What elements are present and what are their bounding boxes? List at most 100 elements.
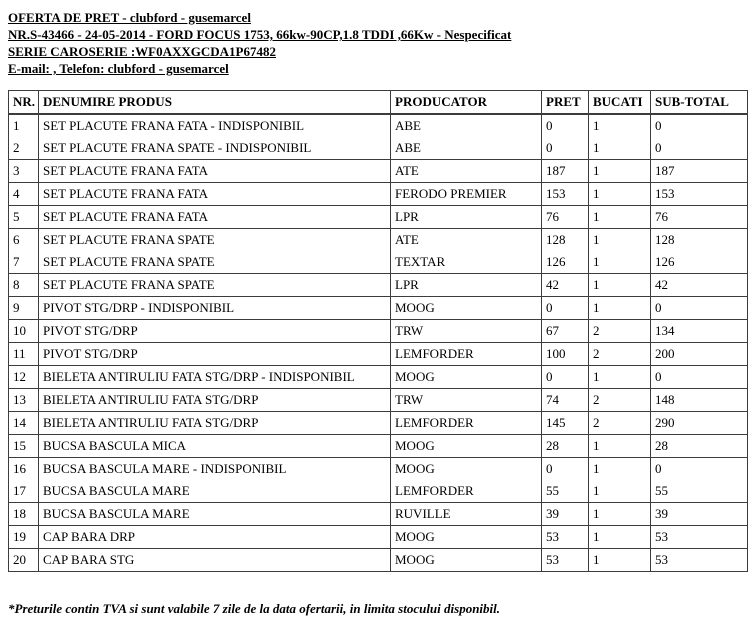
cell-subtotal: 187	[650, 159, 748, 183]
col-header-nr: NR.	[8, 90, 39, 114]
cell-denumire: BUCSA BASCULA MICA	[38, 434, 391, 458]
cell-producator: ABE	[390, 114, 542, 137]
cell-bucati: 1	[588, 525, 651, 549]
table-row: 20 CAP BARA STG MOOG 53 1 53	[8, 548, 748, 572]
cell-bucati: 1	[588, 228, 651, 251]
cell-pret: 153	[541, 182, 589, 206]
cell-denumire: SET PLACUTE FRANA FATA - INDISPONIBIL	[38, 114, 391, 137]
cell-subtotal: 53	[650, 548, 748, 572]
cell-producator: ABE	[390, 137, 542, 160]
cell-pret: 42	[541, 273, 589, 297]
cell-pret: 53	[541, 525, 589, 549]
cell-pret: 39	[541, 502, 589, 526]
cell-subtotal: 148	[650, 388, 748, 412]
cell-pret: 128	[541, 228, 589, 251]
cell-nr: 11	[8, 342, 39, 366]
col-header-denumire: DENUMIRE PRODUS	[38, 90, 391, 114]
cell-pret: 67	[541, 319, 589, 343]
cell-bucati: 2	[588, 411, 651, 435]
table-row: 13 BIELETA ANTIRULIU FATA STG/DRP TRW 74 2 14…	[8, 388, 748, 412]
cell-subtotal: 128	[650, 228, 748, 251]
cell-nr: 12	[8, 365, 39, 389]
cell-subtotal: 55	[650, 480, 748, 503]
cell-producator: MOOG	[390, 525, 542, 549]
table-row: 2 SET PLACUTE FRANA SPATE - INDISPONIBIL A…	[8, 137, 748, 160]
cell-nr: 20	[8, 548, 39, 572]
cell-denumire: SET PLACUTE FRANA SPATE - INDISPONIBIL	[38, 137, 391, 160]
cell-nr: 10	[8, 319, 39, 343]
cell-subtotal: 0	[650, 365, 748, 389]
cell-pret: 0	[541, 457, 589, 480]
col-header-pret: PRET	[541, 90, 589, 114]
cell-bucati: 2	[588, 388, 651, 412]
cell-nr: 8	[8, 273, 39, 297]
cell-denumire: PIVOT STG/DRP	[38, 319, 391, 343]
table-row: 17 BUCSA BASCULA MARE LEMFORDER 55 1 55	[8, 480, 748, 503]
table-row: 1 SET PLACUTE FRANA FATA - INDISPONIBIL AB…	[8, 114, 748, 137]
cell-producator: LEMFORDER	[390, 411, 542, 435]
cell-subtotal: 126	[650, 251, 748, 274]
cell-bucati: 2	[588, 342, 651, 366]
cell-subtotal: 134	[650, 319, 748, 343]
cell-pret: 55	[541, 480, 589, 503]
col-header-bucati: BUCATI	[588, 90, 651, 114]
cell-producator: MOOG	[390, 296, 542, 320]
cell-producator: LPR	[390, 205, 542, 229]
cell-nr: 15	[8, 434, 39, 458]
cell-producator: FERODO PREMIER	[390, 182, 542, 206]
table-row: 14 BIELETA ANTIRULIU FATA STG/DRP LEMFORDE…	[8, 411, 748, 435]
cell-producator: LEMFORDER	[390, 342, 542, 366]
cell-bucati: 1	[588, 273, 651, 297]
cell-subtotal: 0	[650, 114, 748, 137]
table-row: 8 SET PLACUTE FRANA SPATE LPR 42 1 42	[8, 273, 748, 297]
cell-bucati: 1	[588, 434, 651, 458]
cell-nr: 18	[8, 502, 39, 526]
cell-pret: 0	[541, 114, 589, 137]
cell-bucati: 1	[588, 114, 651, 137]
cell-denumire: SET PLACUTE FRANA SPATE	[38, 251, 391, 274]
cell-subtotal: 76	[650, 205, 748, 229]
table-row: 15 BUCSA BASCULA MICA MOOG 28 1 28	[8, 434, 748, 458]
cell-producator: LEMFORDER	[390, 480, 542, 503]
cell-bucati: 1	[588, 502, 651, 526]
cell-denumire: BUCSA BASCULA MARE	[38, 480, 391, 503]
document-header: OFERTA DE PRET - clubford - gusemarcel N…	[8, 9, 747, 77]
cell-producator: MOOG	[390, 457, 542, 480]
cell-producator: ATE	[390, 159, 542, 183]
cell-nr: 6	[8, 228, 39, 251]
table-row: 7 SET PLACUTE FRANA SPATE TEXTAR 126 1 126	[8, 251, 748, 274]
cell-nr: 2	[8, 137, 39, 160]
cell-nr: 7	[8, 251, 39, 274]
contact-line: E-mail: , Telefon: clubford - gusemarcel	[8, 61, 229, 76]
table-row: 11 PIVOT STG/DRP LEMFORDER 100 2 200	[8, 342, 748, 366]
cell-subtotal: 290	[650, 411, 748, 435]
table-row: 5 SET PLACUTE FRANA FATA LPR 76 1 76	[8, 205, 748, 229]
cell-pret: 28	[541, 434, 589, 458]
cell-nr: 3	[8, 159, 39, 183]
cell-pret: 74	[541, 388, 589, 412]
offer-reference-line: NR.S-43466 - 24-05-2014 - FORD FOCUS 175…	[8, 27, 512, 42]
cell-denumire: CAP BARA DRP	[38, 525, 391, 549]
cell-denumire: CAP BARA STG	[38, 548, 391, 572]
cell-pret: 0	[541, 296, 589, 320]
cell-subtotal: 42	[650, 273, 748, 297]
col-header-producator: PRODUCATOR	[390, 90, 542, 114]
cell-pret: 76	[541, 205, 589, 229]
table-row: 19 CAP BARA DRP MOOG 53 1 53	[8, 525, 748, 549]
cell-producator: TRW	[390, 388, 542, 412]
cell-denumire: BIELETA ANTIRULIU FATA STG/DRP	[38, 388, 391, 412]
cell-nr: 4	[8, 182, 39, 206]
cell-producator: MOOG	[390, 365, 542, 389]
cell-producator: LPR	[390, 273, 542, 297]
cell-nr: 9	[8, 296, 39, 320]
cell-denumire: BUCSA BASCULA MARE - INDISPONIBIL	[38, 457, 391, 480]
cell-nr: 16	[8, 457, 39, 480]
cell-bucati: 1	[588, 457, 651, 480]
table-row: 12 BIELETA ANTIRULIU FATA STG/DRP - INDIS…	[8, 365, 748, 389]
cell-bucati: 1	[588, 365, 651, 389]
cell-nr: 5	[8, 205, 39, 229]
cell-subtotal: 153	[650, 182, 748, 206]
cell-bucati: 2	[588, 319, 651, 343]
cell-bucati: 1	[588, 480, 651, 503]
